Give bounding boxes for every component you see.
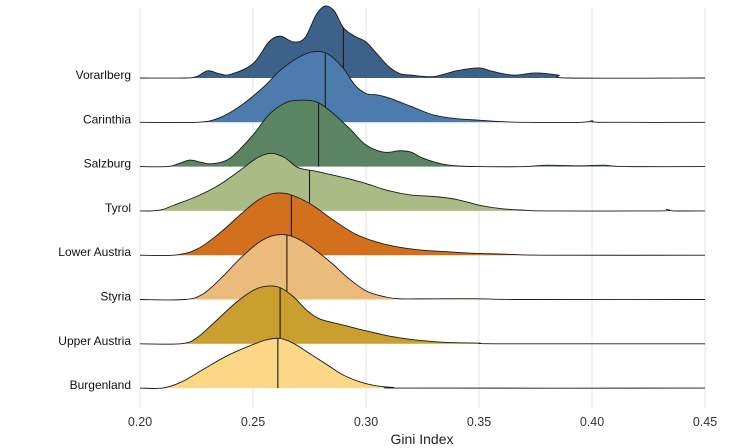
ridge-vorarlberg	[139, 5, 706, 79]
row-label-salzburg: Salzburg	[84, 157, 131, 171]
ridge-burgenland	[139, 337, 706, 389]
ridge-outline	[139, 50, 706, 124]
ridge-styria	[139, 234, 706, 301]
x-tick-label: 0.20	[128, 415, 152, 429]
x-tick-labels: 0.20 0.25 0.30 0.35 0.40 0.45	[128, 415, 717, 429]
ridge-outline	[139, 99, 706, 168]
ridge-outline	[139, 234, 706, 301]
row-label-vorarlberg: Vorarlberg	[76, 68, 131, 82]
x-tick-label: 0.35	[467, 415, 491, 429]
ridge-outline	[139, 152, 706, 212]
x-axis-title: Gini Index	[390, 431, 453, 447]
row-label-lower-austria: Lower Austria	[58, 245, 131, 259]
ridge-fill	[140, 338, 705, 389]
ridge-fill	[140, 5, 705, 79]
x-tick-label: 0.40	[580, 415, 604, 429]
row-label-upper-austria: Upper Austria	[58, 334, 131, 348]
ridge-carinthia	[139, 50, 706, 124]
row-label-tyrol: Tyrol	[105, 201, 131, 215]
ridge-outline	[139, 285, 706, 345]
ridge-fill	[140, 234, 705, 300]
ridge-fill	[140, 285, 705, 345]
ridge-upper-austria	[139, 285, 706, 345]
x-tick-label: 0.45	[693, 415, 717, 429]
row-label-burgenland: Burgenland	[70, 378, 131, 392]
x-tick-label: 0.30	[354, 415, 378, 429]
ridge-fill	[140, 100, 705, 167]
x-tick-label: 0.25	[241, 415, 265, 429]
ridges	[139, 5, 706, 389]
ridge-outline	[139, 192, 706, 257]
row-label-styria: Styria	[100, 290, 131, 304]
ridge-fill	[140, 51, 705, 123]
ridge-salzburg	[139, 99, 706, 168]
ridge-outline	[139, 5, 706, 79]
ridge-outline	[139, 337, 706, 389]
row-label-carinthia: Carinthia	[83, 112, 131, 126]
row-labels: Vorarlberg Carinthia Salzburg Tyrol Lower Au…	[58, 68, 131, 392]
